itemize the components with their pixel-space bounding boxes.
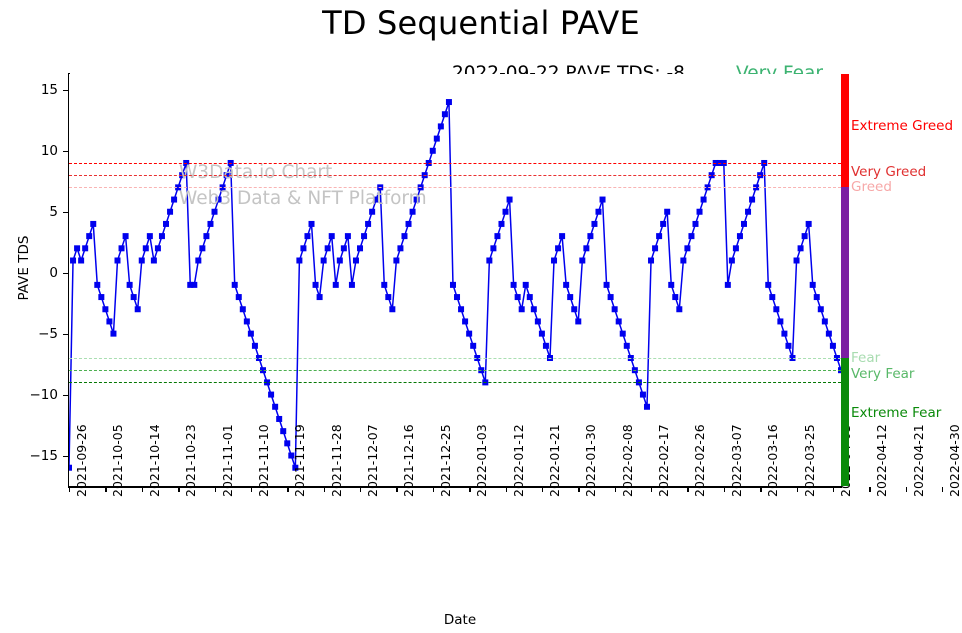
x-tick-mark	[432, 487, 435, 492]
region-label-very-greed: Very Greed	[851, 163, 927, 180]
x-tick-label: 2022-03-07	[728, 424, 744, 497]
y-tick-mark	[63, 272, 69, 275]
x-tick-label: 2022-03-25	[801, 424, 817, 497]
x-axis-label: Date	[443, 612, 477, 628]
region-label-greed: Greed	[851, 179, 892, 196]
x-tick-label: 2022-02-26	[692, 424, 708, 497]
x-tick-mark	[651, 487, 653, 492]
y-tick-mark	[63, 333, 69, 336]
region-label-fear: Fear	[851, 350, 881, 366]
y-tick-label: −15	[29, 447, 59, 464]
watermark-line-1: W3Data.io Chart	[179, 162, 333, 183]
x-tick-mark	[541, 487, 544, 492]
x-tick-mark	[360, 487, 362, 492]
y-axis-label: PAVE TDS	[16, 235, 32, 301]
y-tick-label: 0	[49, 264, 58, 281]
x-tick-label: 2021-11-01	[219, 424, 235, 497]
x-tick-mark	[796, 487, 798, 492]
x-tick-label: 2021-12-07	[365, 424, 381, 497]
x-tick-mark	[323, 487, 326, 492]
x-tick-mark	[69, 487, 71, 492]
y-tick-label: 5	[49, 203, 58, 220]
x-tick-mark	[214, 487, 216, 492]
region-label-extreme-greed: Extreme Greed	[851, 118, 954, 135]
x-tick-label: 2022-02-08	[619, 424, 635, 497]
greed-band	[841, 74, 849, 188]
extreme-fear-line	[69, 382, 841, 384]
x-tick-label: 2022-03-16	[765, 424, 781, 497]
region-label-extreme-fear: Extreme Fear	[851, 404, 942, 421]
x-tick-label: 2021-09-26	[74, 424, 89, 497]
region-label-very-fear: Very Fear	[851, 365, 915, 382]
x-tick-mark	[505, 487, 507, 492]
x-tick-label: 2022-01-12	[510, 424, 526, 497]
x-tick-mark	[578, 487, 580, 492]
x-tick-mark	[287, 487, 289, 492]
x-tick-mark	[687, 487, 689, 492]
y-tick-label: 10	[40, 142, 58, 159]
x-tick-label: 2022-04-21	[910, 424, 926, 497]
x-tick-mark	[469, 487, 471, 492]
x-tick-label: 2021-12-25	[437, 424, 453, 497]
y-tick-mark	[63, 150, 69, 153]
x-tick-label: 2021-11-19	[292, 424, 308, 497]
y-tick-mark	[63, 455, 69, 457]
x-tick-mark	[614, 487, 617, 492]
y-axis-line	[68, 73, 70, 487]
x-tick-label: 2021-12-16	[401, 424, 417, 497]
x-tick-label: 2021-10-05	[110, 424, 126, 497]
x-tick-mark	[250, 487, 253, 492]
watermark: W3Data.io Chart Web3 Data & NFT Platform	[179, 160, 427, 213]
x-tick-label: 2021-11-10	[255, 424, 271, 497]
y-tick-mark	[63, 394, 69, 396]
fear-band	[841, 358, 849, 486]
page-title: TD Sequential PAVE	[322, 4, 640, 42]
x-tick-label: 2022-02-17	[656, 424, 672, 497]
watermark-line-2: Web3 Data & NFT Platform	[179, 188, 427, 210]
x-axis-line	[68, 486, 842, 488]
greed-line	[69, 187, 841, 189]
x-tick-mark	[942, 487, 944, 492]
x-tick-label: 2022-01-21	[546, 424, 562, 497]
y-tick-mark	[63, 211, 69, 214]
x-tick-label: 2022-04-12	[874, 424, 890, 497]
x-tick-mark	[141, 487, 144, 492]
y-tick-label: −10	[29, 386, 59, 403]
x-tick-mark	[905, 487, 908, 492]
x-tick-mark	[105, 487, 107, 492]
y-tick-mark	[63, 89, 69, 92]
extreme-greed-line	[69, 162, 841, 164]
y-tick-label: 15	[40, 81, 58, 98]
fear-line	[69, 358, 841, 359]
x-tick-mark	[760, 487, 762, 492]
x-tick-label: 2022-04-30	[947, 424, 962, 497]
x-tick-label: 2022-01-30	[583, 424, 599, 497]
neutral-band	[841, 187, 849, 358]
x-tick-mark	[723, 487, 726, 492]
plot-area: W3Data.io Chart Web3 Data & NFT Platform	[69, 74, 841, 486]
y-tick-label: −5	[38, 325, 58, 342]
very-greed-line	[69, 175, 841, 177]
x-tick-label: 2021-10-23	[183, 424, 199, 497]
x-tick-mark	[832, 487, 835, 492]
x-tick-label: 2021-10-14	[146, 424, 162, 497]
x-tick-mark	[869, 487, 871, 492]
x-tick-label: 2021-11-28	[328, 424, 344, 497]
x-tick-mark	[396, 487, 398, 492]
x-tick-label: 2022-01-03	[474, 424, 490, 497]
very-fear-line	[69, 370, 841, 372]
x-tick-mark	[178, 487, 180, 492]
